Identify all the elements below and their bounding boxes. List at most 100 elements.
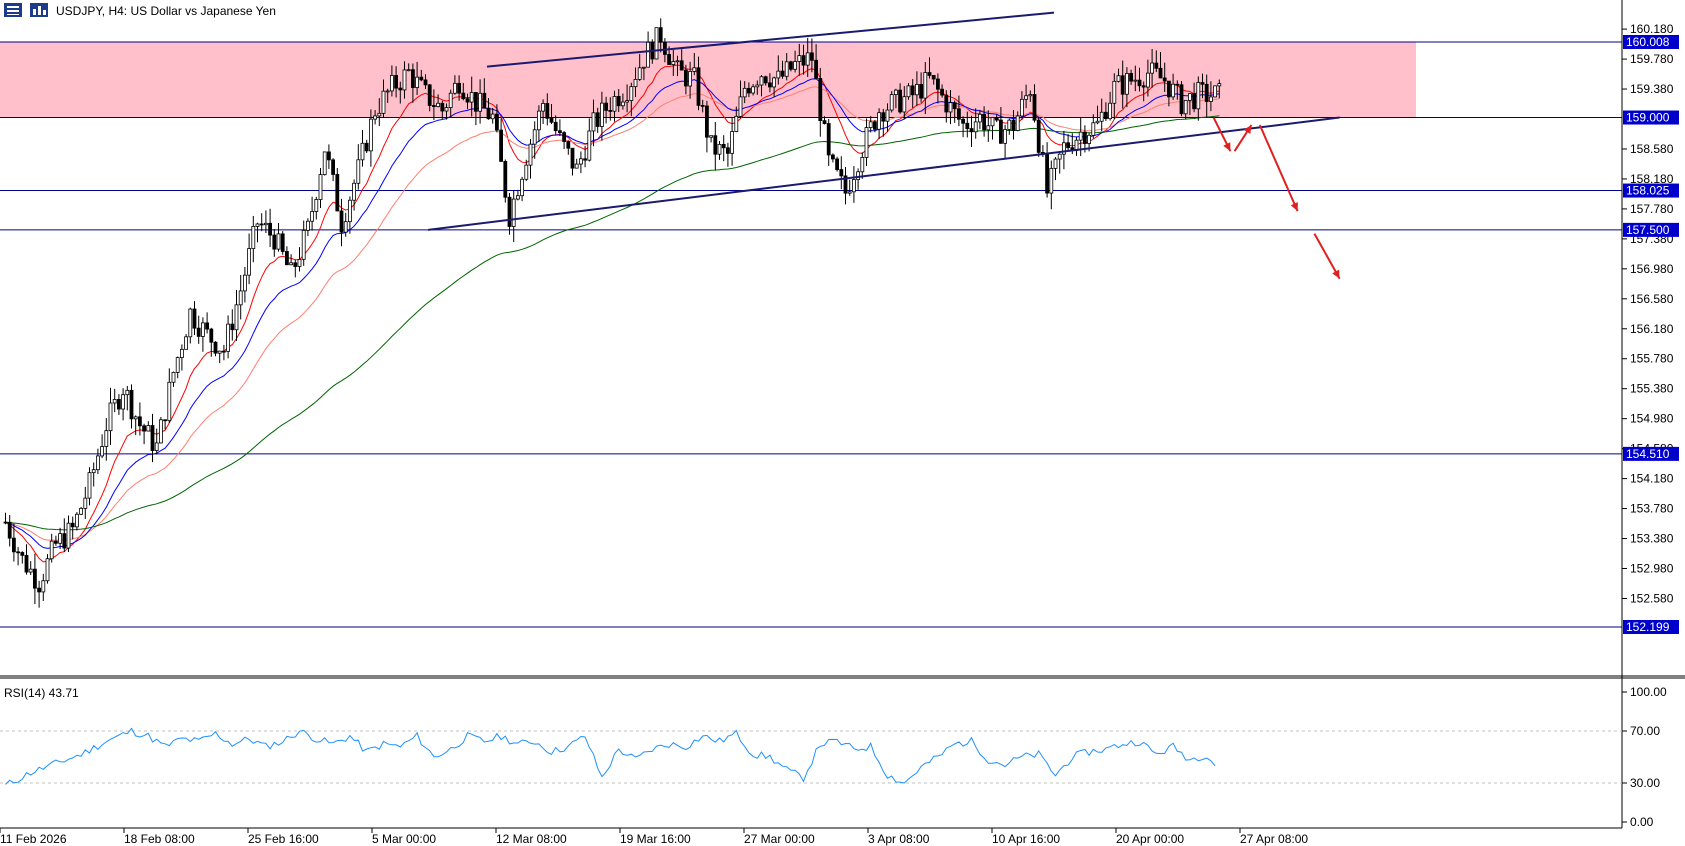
candle-body: [579, 158, 583, 165]
candle-body: [448, 92, 453, 108]
candle-body: [100, 446, 104, 457]
candle-body: [280, 233, 285, 252]
candle-body: [831, 154, 835, 160]
candle-body: [1028, 94, 1033, 97]
candle-body: [810, 52, 814, 61]
candle-body: [121, 394, 125, 410]
candle-body: [1024, 95, 1028, 100]
candle-body: [663, 41, 667, 55]
candle-body: [427, 84, 432, 106]
candle-body: [969, 128, 974, 133]
candle-body: [1146, 72, 1150, 88]
candle-body: [1133, 79, 1138, 82]
rsi-line: [5, 727, 1216, 785]
candles: [3, 18, 1222, 608]
candle-body: [684, 69, 688, 87]
candle-body: [1179, 84, 1184, 115]
level-tag-label: 157.500: [1626, 223, 1670, 237]
candle-body: [1209, 96, 1213, 102]
candle-body: [1141, 85, 1146, 88]
candle-body: [1204, 83, 1209, 102]
candle-body: [616, 96, 621, 107]
candle-body: [490, 113, 495, 120]
candle-body: [511, 198, 516, 227]
candle-body: [696, 67, 701, 106]
candle-body: [688, 71, 692, 87]
candle-body: [188, 308, 193, 338]
candle-body: [377, 112, 382, 117]
candle-body: [936, 78, 940, 90]
candle-body: [990, 117, 995, 127]
candle-body: [482, 92, 487, 109]
candle-body: [1087, 134, 1091, 144]
candle-body: [3, 521, 8, 524]
candle-body: [528, 143, 533, 166]
candle-body: [587, 130, 592, 161]
projection-arrow: [1258, 124, 1299, 212]
candle-body: [356, 159, 361, 184]
candle-body: [541, 103, 545, 112]
candle-body: [898, 89, 902, 113]
rsi-label: RSI(14) 43.71: [4, 686, 79, 700]
hamburger-menu-icon[interactable]: [4, 3, 22, 17]
candle-body: [112, 399, 117, 404]
candle-body: [507, 196, 512, 227]
candle-body: [1125, 73, 1129, 95]
candle-body: [793, 61, 797, 70]
candle-body: [1116, 75, 1121, 82]
candle-body: [284, 251, 289, 266]
candle-body: [305, 220, 310, 231]
time-tick-label: 12 Mar 08:00: [496, 832, 567, 846]
candle-body: [742, 87, 747, 98]
candle-body: [37, 587, 41, 593]
candle-body: [780, 70, 785, 77]
candle-body: [877, 112, 881, 130]
candle-body: [591, 112, 596, 132]
candle-body: [885, 109, 890, 122]
candle-body: [175, 357, 180, 373]
price-tick-label: 160.180: [1630, 22, 1674, 36]
time-tick-label: 11 Feb 2026: [0, 832, 67, 846]
level-tag: [1623, 183, 1679, 198]
candle-body: [1217, 83, 1222, 87]
candle-body: [415, 76, 420, 88]
candle-body: [1095, 120, 1100, 124]
candle-body: [142, 425, 147, 432]
candle-body: [221, 350, 226, 353]
chart-bars-icon[interactable]: [30, 3, 48, 17]
candle-body: [789, 61, 793, 70]
candle-body: [230, 323, 235, 331]
candle-body: [87, 472, 92, 499]
candle-body: [486, 107, 491, 120]
candle-body: [1083, 131, 1087, 144]
price-tick-label: 152.580: [1630, 591, 1674, 605]
candle-body: [314, 199, 319, 212]
candle-body: [894, 89, 898, 95]
price-tick-label: 154.180: [1630, 472, 1674, 486]
candle-body: [1162, 77, 1167, 82]
candle-body: [54, 540, 58, 544]
candle-body: [721, 143, 726, 149]
candle-body: [163, 419, 168, 422]
candle-body: [33, 568, 37, 589]
candle-body: [805, 52, 810, 66]
trendline[interactable]: [428, 116, 1340, 231]
rsi-panel: 100.00 70.00 30.00 0.00: [0, 685, 1667, 829]
candle-body: [570, 147, 575, 169]
candle-body: [562, 132, 566, 142]
time-tick-label: 3 Apr 08:00: [868, 832, 930, 846]
symbol-label: USDJPY, H4: US Dollar vs Japanese Yen: [56, 4, 276, 18]
candle-body: [385, 90, 390, 93]
projection-arrow: [1313, 233, 1341, 280]
trendline[interactable]: [486, 11, 1055, 68]
candle-body: [700, 105, 705, 107]
candle-body: [49, 540, 54, 560]
time-tick-label: 5 Mar 00:00: [372, 832, 436, 846]
candle-body: [406, 69, 411, 72]
price-tick-label: 159.380: [1630, 82, 1674, 96]
candle-body: [1108, 102, 1112, 120]
level-tag-label: 159.000: [1626, 111, 1670, 125]
candle-body: [868, 121, 873, 128]
candle-body: [322, 151, 327, 176]
